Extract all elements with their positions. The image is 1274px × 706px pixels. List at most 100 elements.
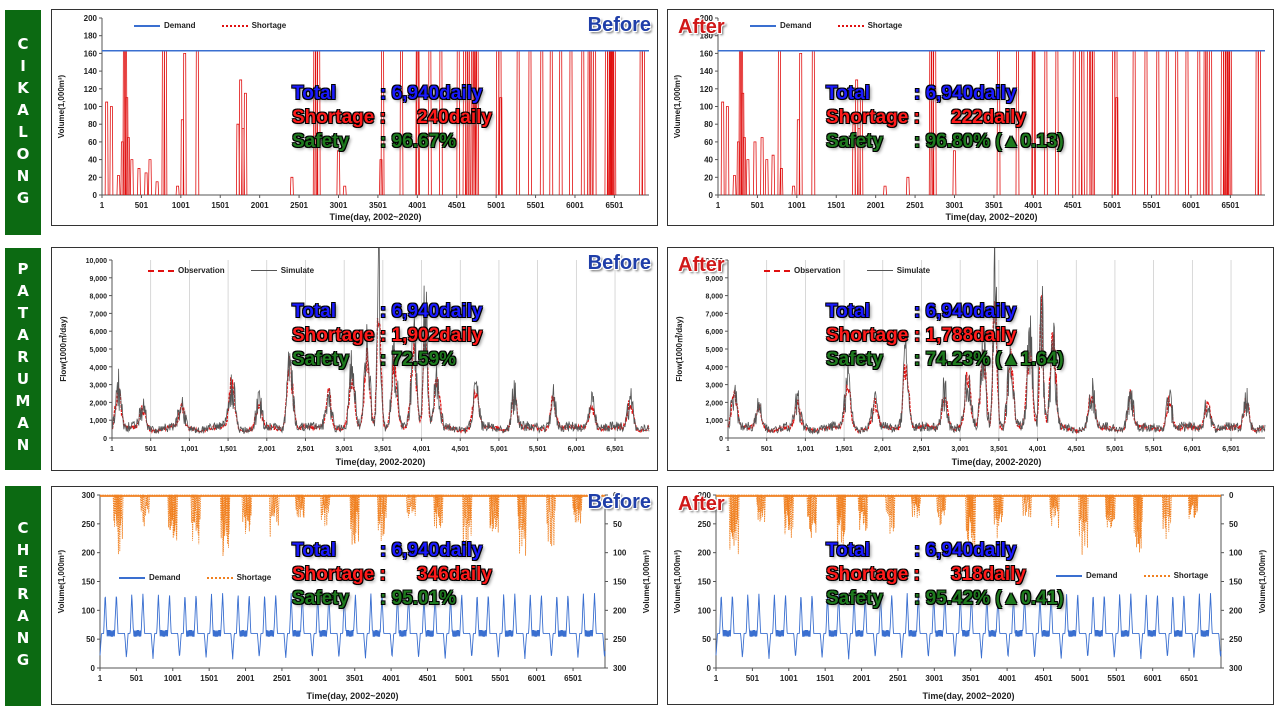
shortage-spike [811, 50, 816, 196]
total-value: : 6,940daily [914, 540, 1017, 561]
safety-label: Safety [292, 131, 350, 152]
x-tick-label: 5501 [491, 674, 509, 683]
x-tick-label: 4001 [382, 674, 400, 683]
shortage-spike [1257, 50, 1262, 196]
shortage-spike [498, 97, 503, 196]
shortage-spike [549, 50, 554, 196]
y2-tick-label: 100 [1229, 549, 1243, 558]
x-tick-label: 501 [135, 201, 149, 210]
shortage-label: Shortage : [826, 564, 920, 585]
shortage-spike [760, 137, 764, 196]
x-tick-label: 5001 [487, 201, 505, 210]
y-tick-label: 120 [700, 85, 714, 94]
shortage-spike [569, 50, 573, 196]
x-tick-label: 5,001 [1106, 446, 1124, 453]
shortage-spike [1086, 50, 1091, 196]
y-tick-label: 100 [84, 103, 98, 112]
shortage-value: 222daily [951, 107, 1026, 128]
legend: Observation Simulate [148, 266, 314, 275]
legend-label: Shortage [236, 573, 272, 582]
x-tick-label: 1501 [827, 201, 845, 210]
shortage-spike [771, 154, 776, 196]
after-tag: After [678, 16, 725, 38]
shortage-spike [1208, 50, 1213, 196]
x-tick-label: 6501 [1221, 201, 1239, 210]
shortage-value: 346daily [417, 564, 492, 585]
shortage-spike [1174, 50, 1179, 196]
x-tick-label: 1 [100, 201, 105, 210]
observation-line [727, 295, 1266, 435]
x-tick-label: 4,501 [1067, 446, 1085, 453]
chart-cherang-after: 0 50 100 150 200 250 300 0 50 100 150 200 250 300 1 501… [667, 486, 1274, 705]
y-tick-label: 4,000 [89, 365, 107, 372]
plot-svg: 0 1,000 2,000 3,000 4,000 5,000 6,000 7,000 8,00… [58, 248, 650, 467]
shortage-value: : 1,788daily [914, 325, 1017, 346]
total-label: Total [826, 301, 870, 322]
y-tick-label: 20 [88, 173, 97, 182]
after-tag: After [678, 493, 725, 515]
shortage-value: : 1,902daily [380, 325, 483, 346]
x-tick-label: 1001 [780, 674, 798, 683]
y-tick-label: 80 [704, 120, 713, 129]
shortage-spike [740, 92, 745, 196]
legend-swatch [764, 269, 790, 272]
shortage-value: 240daily [417, 107, 492, 128]
y2-tick-label: 200 [613, 606, 627, 615]
shortage-spike [791, 185, 796, 196]
shortage-spike [1043, 50, 1048, 196]
before-tag: Before [587, 491, 651, 513]
shortage-spike [182, 53, 187, 196]
legend-label: Observation [794, 266, 841, 275]
shortage-spike [124, 97, 129, 196]
y2-tick-label: 0 [1229, 491, 1234, 500]
y-tick-label: 140 [84, 67, 98, 76]
x-tick-label: 2,501 [913, 446, 931, 453]
x-tick-label: 2,001 [874, 446, 892, 453]
total-value: : 6,940daily [914, 301, 1017, 322]
x-tick-label: 3501 [346, 674, 364, 683]
site-label-cherang: CHERANG [5, 486, 41, 706]
shortage-spike [779, 168, 784, 196]
chart-cikalong-before: 0 20 40 60 80 100 120 140 160 180 200 1 501 1001 1501 2… [51, 9, 658, 226]
y-tick-label: 250 [82, 520, 96, 529]
shortage-spike [1132, 50, 1137, 196]
shortage-spike [126, 137, 131, 196]
shortage-spike [336, 150, 341, 196]
x-tick-label: 3,001 [335, 446, 353, 453]
x-tick-label: 5,501 [529, 446, 547, 453]
demand-line [715, 593, 1222, 660]
x-tick-label: 6501 [605, 201, 623, 210]
x-tick-label: 4501 [1035, 674, 1053, 683]
x-tick-label: 2001 [251, 201, 269, 210]
x-tick-label: 1001 [172, 201, 190, 210]
y-tick-label: 50 [86, 635, 95, 644]
x-tick-label: 2001 [237, 674, 255, 683]
total-label: Total [292, 540, 336, 561]
shortage-spike [745, 159, 750, 196]
x-tick-label: 1,501 [835, 446, 853, 453]
x-tick-label: 1,001 [181, 446, 199, 453]
shortage-spike [116, 175, 121, 196]
y-tick-label: 60 [704, 138, 713, 147]
x-tick-label: 2501 [906, 201, 924, 210]
x-tick-label: 6501 [1180, 674, 1198, 683]
x-tick-label: 5001 [1071, 674, 1089, 683]
shortage-spike [1054, 50, 1059, 196]
y-tick-label: 1,000 [705, 418, 723, 425]
y-tick-label: 3,000 [89, 383, 107, 390]
x-tick-label: 1501 [211, 201, 229, 210]
y-tick-label: 100 [700, 103, 714, 112]
safety-value: : 95.01% [380, 588, 457, 609]
legend-label: Shortage [1173, 571, 1209, 580]
y-tick-label: 200 [82, 549, 96, 558]
shortage-spike [290, 176, 294, 196]
x-tick-label: 3501 [962, 674, 980, 683]
y-tick-label: 40 [88, 156, 97, 165]
y2-tick-label: 50 [613, 520, 622, 529]
x-tick-label: 2001 [853, 674, 871, 683]
before-tag: Before [587, 14, 651, 36]
before-tag: Before [587, 252, 651, 274]
y-tick-label: 7,000 [89, 311, 107, 318]
